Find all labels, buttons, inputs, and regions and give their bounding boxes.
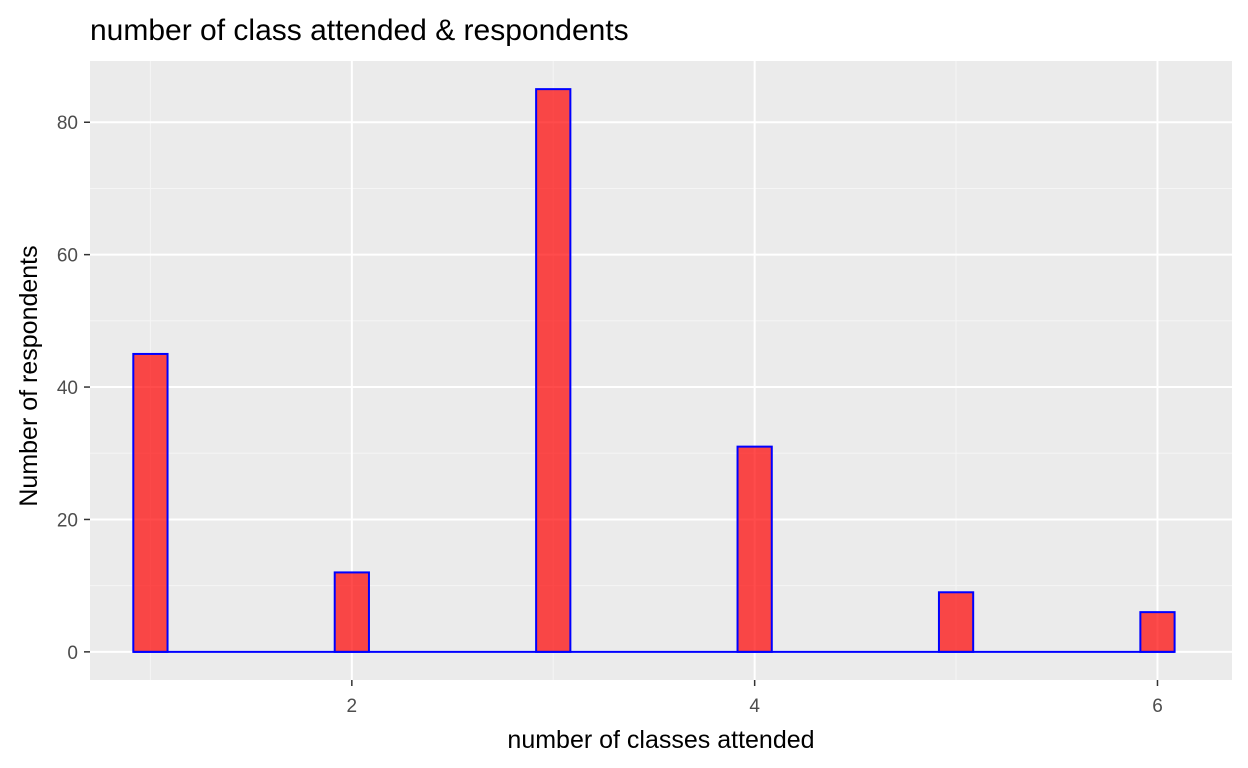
y-axis-title: Number of respondents xyxy=(15,245,43,506)
x-tick-label: 6 xyxy=(1152,696,1163,717)
y-tick-label: 20 xyxy=(57,510,78,531)
y-tick-label: 80 xyxy=(57,113,78,134)
bars xyxy=(132,88,1176,653)
chart-title: number of class attended & respondents xyxy=(90,14,629,47)
plot-panel xyxy=(90,61,1232,680)
histogram-bar xyxy=(132,352,169,653)
x-axis-title: number of classes attended xyxy=(507,726,814,754)
histogram-bar xyxy=(937,591,975,653)
histogram-bar xyxy=(1139,611,1176,653)
histogram-bar xyxy=(333,571,370,653)
histogram-bar xyxy=(535,88,572,653)
y-tick-label: 60 xyxy=(57,246,78,267)
histogram-bar xyxy=(736,445,773,653)
y-tick-label: 0 xyxy=(67,643,78,664)
x-tick-label: 4 xyxy=(749,696,760,717)
y-tick-label: 40 xyxy=(57,378,78,399)
x-tick-label: 2 xyxy=(347,696,358,717)
axes: 0 20 40 60 80 2 4 6 xyxy=(57,113,1163,717)
